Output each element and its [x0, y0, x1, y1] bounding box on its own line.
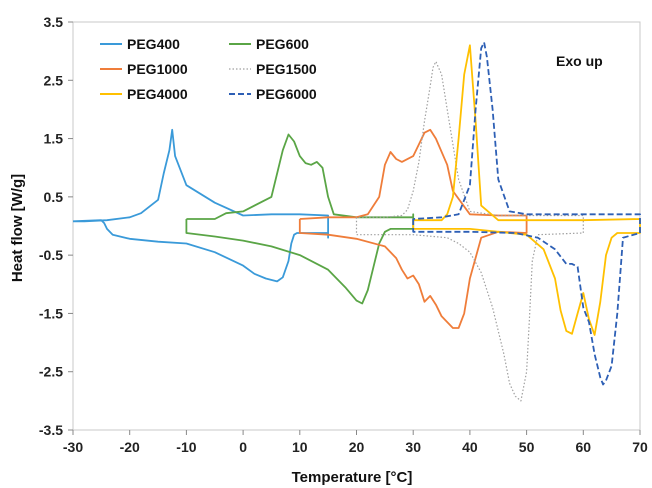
x-tick-label: 60: [576, 439, 592, 455]
x-tick-label: -10: [176, 439, 196, 455]
annotation-exo-up: Exo up: [556, 53, 603, 69]
x-tick-label: 30: [405, 439, 421, 455]
series-line-peg600: [185, 133, 415, 305]
plot-area: [72, 21, 641, 431]
legend-label-peg1500: PEG1500: [256, 61, 317, 77]
x-axis-title: Temperature [°C]: [292, 469, 413, 486]
x-tick-label: 70: [632, 439, 648, 455]
series-line-peg400: [72, 128, 329, 283]
legend-label-peg600: PEG600: [256, 36, 309, 52]
x-axis: -30 -20 -10 0 10 20 30 40 50 60 70: [63, 430, 648, 455]
series-line-peg6000: [412, 41, 641, 386]
y-tick-label: -1.5: [39, 305, 63, 321]
legend-label-peg6000: PEG6000: [256, 86, 317, 102]
y-tick-label: -2.5: [39, 364, 63, 380]
y-axis: 3.5 2.5 1.5 0.5 -0.5 -1.5 -2.5 -3.5: [39, 14, 73, 438]
y-tick-label: 3.5: [44, 14, 64, 30]
x-tick-label: 0: [239, 439, 247, 455]
plot-border: [72, 21, 641, 431]
x-tick-label: 20: [349, 439, 365, 455]
x-tick-label: 50: [519, 439, 535, 455]
x-tick-label: -20: [120, 439, 140, 455]
y-tick-label: -0.5: [39, 247, 63, 263]
series-line-peg1500: [355, 61, 584, 402]
legend-label-peg400: PEG400: [127, 36, 180, 52]
y-tick-label: 0.5: [44, 189, 64, 205]
y-tick-label: -3.5: [39, 422, 63, 438]
y-tick-label: 2.5: [44, 72, 64, 88]
legend-label-peg4000: PEG4000: [127, 86, 188, 102]
x-tick-label: 10: [292, 439, 308, 455]
legend-label-peg1000: PEG1000: [127, 61, 188, 77]
series-layer: [72, 41, 641, 402]
legend: PEG400 PEG600 PEG1000 PEG1500 PEG4000 PEG6000: [100, 36, 317, 102]
x-tick-label: -30: [63, 439, 83, 455]
y-axis-title: Heat flow [W/g]: [9, 174, 26, 282]
series-line-peg4000: [412, 44, 641, 336]
x-tick-label: 40: [462, 439, 478, 455]
y-tick-label: 1.5: [44, 131, 64, 147]
